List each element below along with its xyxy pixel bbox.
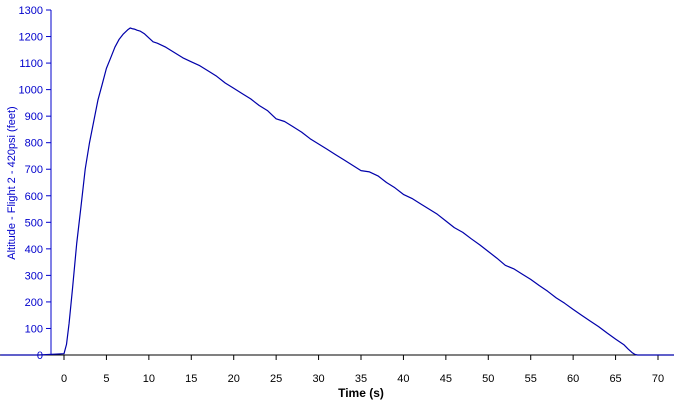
y-tick-label: 1200 <box>19 32 43 44</box>
x-tick-label: 45 <box>440 373 452 385</box>
x-tick-label: 30 <box>312 373 324 385</box>
y-tick-label: 500 <box>25 217 43 229</box>
y-tick-label: 300 <box>25 270 43 282</box>
y-axis: 0 100 200 300 400 500 600 700 800 900 1000 1100 1200… <box>19 5 52 362</box>
x-tick-label: 25 <box>270 373 282 385</box>
y-tick-label: 800 <box>25 138 43 150</box>
x-axis: 0 5 10 15 20 25 30 35 40 45 50 55 60 65 70 <box>0 354 674 385</box>
x-tick-label: 55 <box>525 373 537 385</box>
y-tick-label: 400 <box>25 244 43 256</box>
y-tick-label: 900 <box>25 111 43 123</box>
y-tick-label: 1300 <box>19 5 43 17</box>
x-tick-label: 60 <box>567 373 579 385</box>
y-tick-label: 1100 <box>19 58 43 70</box>
y-tick-label: 1000 <box>19 85 43 97</box>
x-tick-label: 15 <box>185 373 197 385</box>
x-tick-label: 10 <box>143 373 155 385</box>
y-tick-label: 100 <box>25 323 43 335</box>
y-tick-label: 200 <box>25 297 43 309</box>
series-layer <box>0 27 674 356</box>
y-tick-label: 600 <box>25 191 43 203</box>
x-tick-label: 20 <box>228 373 240 385</box>
y-tick-label: 700 <box>25 164 43 176</box>
y-axis-label: Altitude - Flight 2 - 420psi (feet) <box>6 106 18 259</box>
x-tick-label: 65 <box>609 373 621 385</box>
x-tick-label: 70 <box>652 373 664 385</box>
x-axis-label: Time (s) <box>338 386 384 400</box>
y-tick-label: 0 <box>37 350 43 362</box>
x-tick-label: 50 <box>482 373 494 385</box>
altitude-line <box>0 27 674 356</box>
x-tick-label: 35 <box>355 373 367 385</box>
x-tick-label: 5 <box>103 373 109 385</box>
x-tick-label: 0 <box>61 373 67 385</box>
x-tick-label: 40 <box>397 373 409 385</box>
